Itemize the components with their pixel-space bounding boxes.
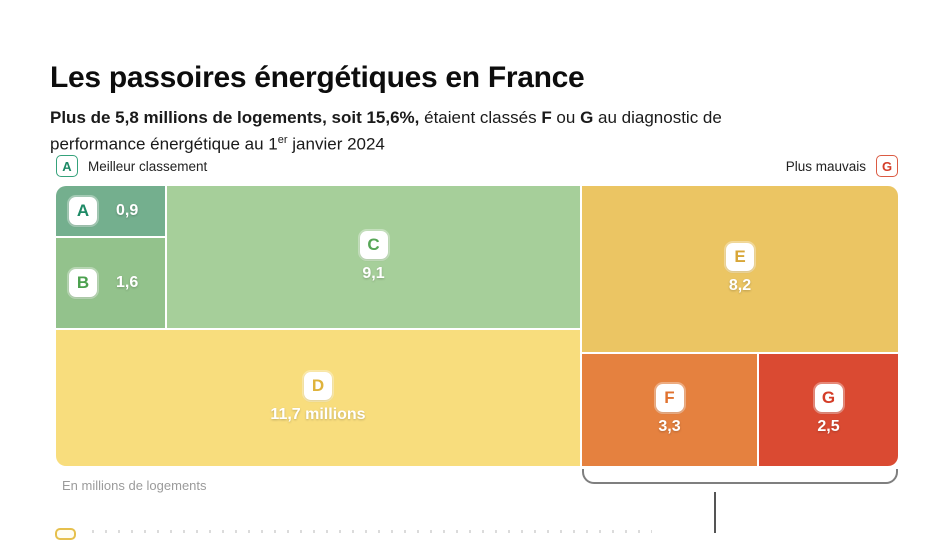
subtitle-text: étaient classés [419,108,542,127]
treemap-chart: A 0,9 B 1,6 C 9,1 D 11,7 millions E 8,2 … [56,186,898,466]
fg-group-callout-line [714,492,716,533]
cell-value-d: 11,7 millions [270,406,366,423]
subtitle-grade-f: F [541,108,552,127]
cell-value-f: 3,3 [658,418,681,435]
treemap-cell-b: B 1,6 [56,238,165,328]
treemap-cell-a: A 0,9 [56,186,165,236]
treemap-cell-f: F 3,3 [582,354,757,466]
legend-best-label: Meilleur classement [88,158,208,174]
subtitle-text: ou [551,108,581,127]
grade-badge-a: A [69,197,97,225]
treemap-cell-g: G 2,5 [759,354,898,466]
cutoff-footnote-text [92,530,652,533]
subtitle-bold-intro: Plus de 5,8 millions de logements, soit … [50,108,420,127]
legend-worst: Plus mauvais G [786,155,898,177]
unit-note: En millions de logements [62,478,207,493]
legend-best: A Meilleur classement [56,155,207,177]
grade-badge-c: C [359,231,388,259]
grade-badge-f: F [655,384,684,412]
grade-badge-e: E [726,243,754,271]
cell-value-c: 9,1 [362,265,385,282]
grade-badge-g: G [814,384,843,412]
treemap-cell-d: D 11,7 millions [56,330,580,466]
grade-badge-d: D [304,372,332,400]
subtitle-superscript: er [277,134,288,146]
legend-badge-a-icon: A [56,155,78,177]
subtitle-text: au diagnostic de performance énergétique… [50,108,722,154]
fg-group-bracket [582,469,898,484]
cutoff-footnote-badge [55,528,76,540]
treemap-cell-c: C 9,1 [167,186,580,328]
cell-value-e: 8,2 [728,277,752,294]
subtitle-text: janvier 2024 [287,134,385,154]
subtitle: Plus de 5,8 millions de logements, soit … [50,107,790,156]
cell-value-b: 1,6 [116,274,139,291]
treemap-cell-e: E 8,2 [582,186,898,352]
page-title: Les passoires énergétiques en France [50,61,585,95]
grade-badge-b: B [69,269,97,297]
cell-value-g: 2,5 [817,418,840,435]
subtitle-grade-g: G [580,108,594,127]
cell-value-a: 0,9 [116,202,139,219]
legend-badge-g-icon: G [876,155,898,177]
legend-worst-label: Plus mauvais [785,158,866,174]
